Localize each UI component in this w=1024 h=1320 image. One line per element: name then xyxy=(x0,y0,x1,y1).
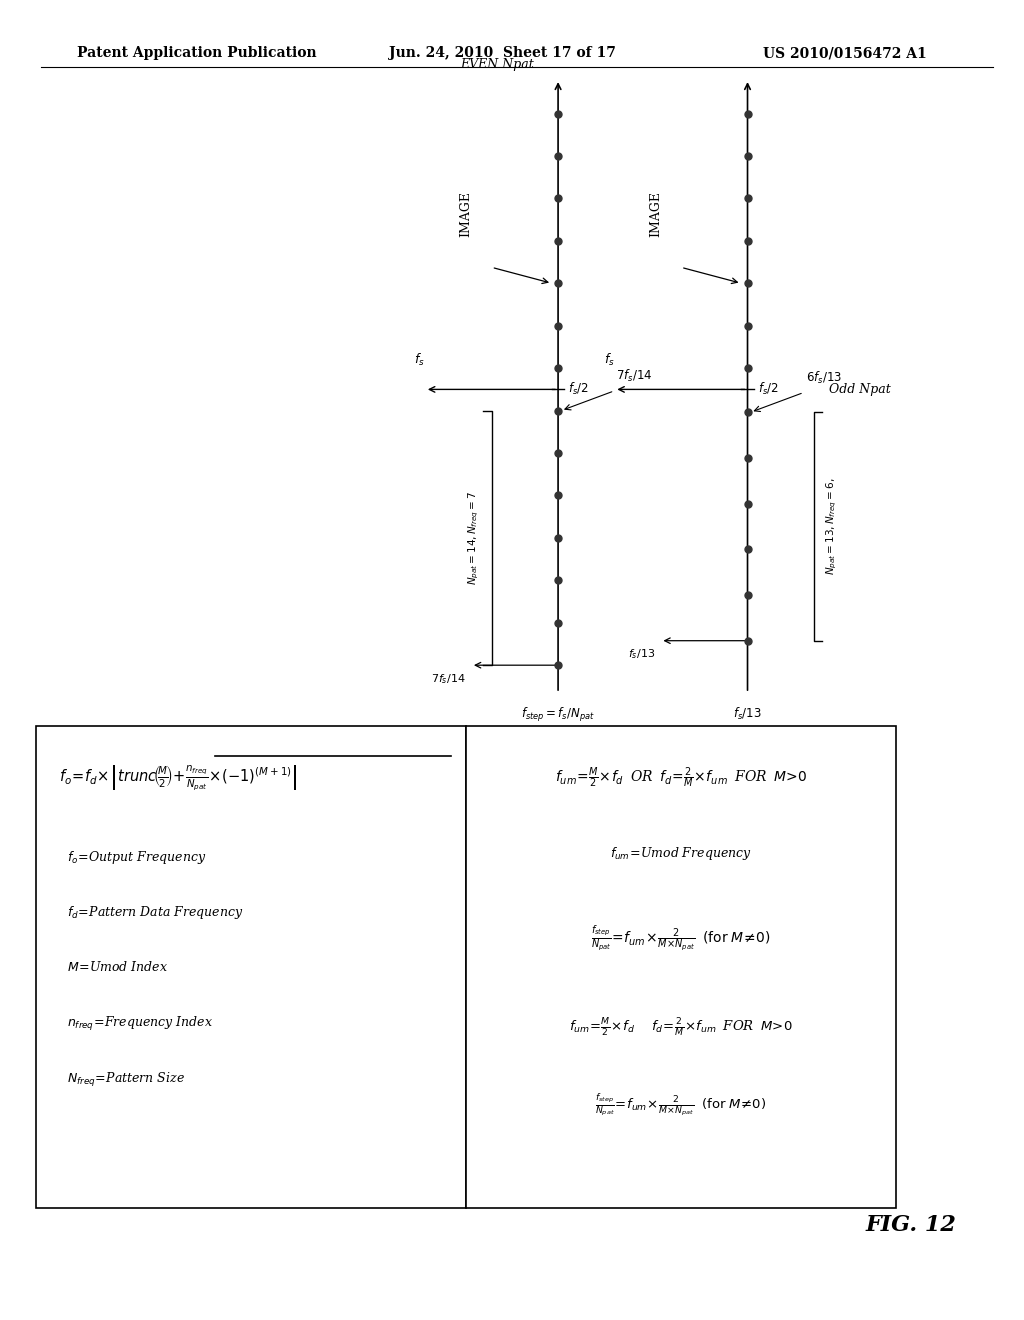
Text: US 2010/0156472 A1: US 2010/0156472 A1 xyxy=(763,46,927,61)
Text: $f_s/2$: $f_s/2$ xyxy=(758,381,778,397)
Text: IMAGE: IMAGE xyxy=(649,191,662,238)
Text: $f_o\!=\!$Output Frequency: $f_o\!=\!$Output Frequency xyxy=(67,849,206,866)
Text: $f_o\!=\!f_d\!\times\!\left|trunc\!\left(\!\frac{M}{2}\!\right)\!+\!\frac{n_{fre: $f_o\!=\!f_d\!\times\!\left|trunc\!\left… xyxy=(59,763,298,793)
Text: Odd Npat: Odd Npat xyxy=(829,383,891,396)
FancyBboxPatch shape xyxy=(466,726,896,1208)
Text: $f_{um}\!=\!\frac{M}{2}\!\times\!f_d\;\;$OR$\;\;f_d\!=\!\frac{2}{M}\!\times\!f_{: $f_{um}\!=\!\frac{M}{2}\!\times\!f_d\;\;… xyxy=(555,766,807,789)
Text: $M\!=\!$Umod Index: $M\!=\!$Umod Index xyxy=(67,960,168,974)
Text: $f_s/13$: $f_s/13$ xyxy=(628,647,655,661)
Text: $7f_s/14$: $7f_s/14$ xyxy=(616,368,653,384)
Text: Jun. 24, 2010  Sheet 17 of 17: Jun. 24, 2010 Sheet 17 of 17 xyxy=(389,46,616,61)
Text: FIG. 12: FIG. 12 xyxy=(866,1214,956,1237)
Text: $f_{um}\!=\!$Umod Frequency: $f_{um}\!=\!$Umod Frequency xyxy=(610,845,752,862)
Text: $N_{pat}=13, N_{freq}=6,$: $N_{pat}=13, N_{freq}=6,$ xyxy=(824,478,839,576)
Text: $\frac{f_{step}}{N_{pat}}\!=\!f_{um}\!\times\!\frac{2}{M\!\times\!N_{pat}}\;\;(\: $\frac{f_{step}}{N_{pat}}\!=\!f_{um}\!\t… xyxy=(595,1092,767,1118)
Text: $f_s$: $f_s$ xyxy=(415,352,425,368)
Text: $N_{pat}=14, N_{freq}=7$: $N_{pat}=14, N_{freq}=7$ xyxy=(467,491,481,585)
Text: $N_{freq}\!=\!$Pattern Size: $N_{freq}\!=\!$Pattern Size xyxy=(67,1071,184,1089)
Text: $n_{freq}\!=\!$Frequency Index: $n_{freq}\!=\!$Frequency Index xyxy=(67,1015,213,1034)
Text: $f_s/13$: $f_s/13$ xyxy=(733,706,762,722)
Text: $6f_s/13$: $6f_s/13$ xyxy=(806,370,842,385)
Text: EVEN Npat: EVEN Npat xyxy=(460,58,534,71)
Text: $f_s/2$: $f_s/2$ xyxy=(568,381,589,397)
Text: $f_{step}=f_s/N_{pat}$: $f_{step}=f_s/N_{pat}$ xyxy=(521,706,595,725)
FancyBboxPatch shape xyxy=(36,726,466,1208)
Text: IMAGE: IMAGE xyxy=(460,191,472,238)
Text: $f_{um}\!=\!\frac{M}{2}\!\times\!f_d\;\;\;\;\;f_d\!=\!\frac{2}{M}\!\times\!f_{um: $f_{um}\!=\!\frac{M}{2}\!\times\!f_d\;\;… xyxy=(569,1016,793,1039)
Text: Patent Application Publication: Patent Application Publication xyxy=(77,46,316,61)
Text: $7f_s/14$: $7f_s/14$ xyxy=(431,672,466,685)
Text: $f_d\!=\!$Pattern Data Frequency: $f_d\!=\!$Pattern Data Frequency xyxy=(67,904,243,921)
Text: $f_s$: $f_s$ xyxy=(604,352,614,368)
Text: $\frac{f_{step}}{N_{pat}}\!=\!f_{um}\!\times\!\frac{2}{M\!\times\!N_{pat}}\;\;(\: $\frac{f_{step}}{N_{pat}}\!=\!f_{um}\!\t… xyxy=(591,924,771,953)
